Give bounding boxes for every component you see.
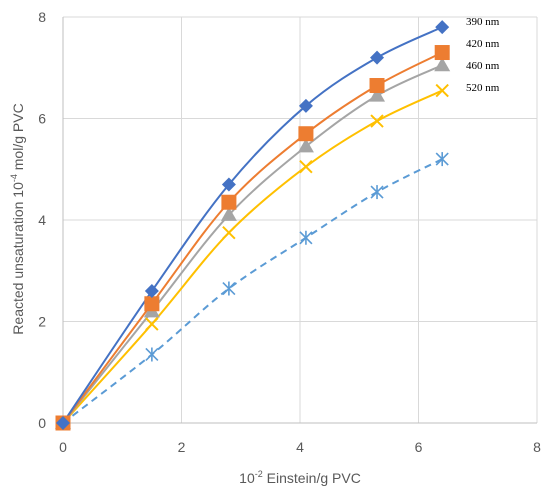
tick-labels: 0 2 4 6 8 0 2 4 6 8 (38, 9, 541, 455)
series-lines (62, 26, 443, 424)
triangle-marker (220, 206, 237, 221)
diamond-marker (298, 98, 313, 113)
series-line (62, 89, 443, 424)
star-marker (299, 230, 313, 245)
diamond-marker (56, 416, 70, 430)
x-marker (222, 225, 236, 240)
square-marker (221, 194, 237, 210)
diamond-marker (370, 50, 385, 65)
square-marker (298, 126, 314, 142)
diamond-marker (144, 284, 159, 299)
x-marker-stroke (299, 160, 313, 174)
x-tick-label: 2 (178, 439, 186, 455)
axes (62, 17, 537, 424)
series-line (62, 26, 443, 424)
square-marker (434, 45, 450, 61)
triangle-marker (434, 57, 451, 72)
x-tick-label: 4 (296, 439, 304, 455)
x-marker-stroke (435, 83, 449, 98)
star-marker (222, 281, 236, 296)
y-tick-label: 2 (38, 314, 46, 330)
x-marker (145, 317, 159, 331)
legend-label: 520 nm (466, 82, 500, 94)
triangle-marker (369, 87, 386, 102)
x-marker-stroke (370, 114, 384, 128)
x-marker (370, 114, 384, 128)
x-tick-label: 8 (533, 439, 541, 455)
y-tick-label: 8 (38, 9, 46, 25)
x-marker (299, 160, 313, 174)
legend-label: 420 nm (466, 38, 500, 50)
grid (62, 16, 538, 424)
diamond-marker (435, 20, 450, 35)
diamond-marker (221, 177, 236, 192)
y-tick-label: 4 (38, 212, 46, 228)
series-markers (55, 20, 451, 431)
y-tick-label: 6 (38, 111, 46, 127)
star-marker (370, 185, 384, 200)
star-marker (145, 347, 159, 362)
star-marker (435, 152, 449, 167)
x-tick-label: 0 (59, 439, 67, 455)
x-marker-stroke (222, 225, 236, 240)
x-tick-label: 6 (415, 439, 423, 455)
x-axis-title: 10-2 Einstein/g PVC (239, 469, 361, 486)
y-axis-title: Reacted unsaturation 10-4 mol/g PVC (9, 103, 26, 334)
x-marker (435, 83, 449, 98)
series-line (62, 51, 443, 424)
x-marker-stroke (145, 317, 159, 331)
legend-label: 390 nm (466, 16, 500, 28)
triangle-marker (297, 138, 314, 153)
legend-label: 460 nm (466, 60, 500, 72)
legend: 390 nm 420 nm 460 nm 520 nm (466, 16, 500, 94)
square-marker (369, 78, 385, 94)
square-marker (144, 296, 160, 312)
y-tick-label: 0 (38, 415, 46, 431)
series-line (62, 158, 443, 424)
